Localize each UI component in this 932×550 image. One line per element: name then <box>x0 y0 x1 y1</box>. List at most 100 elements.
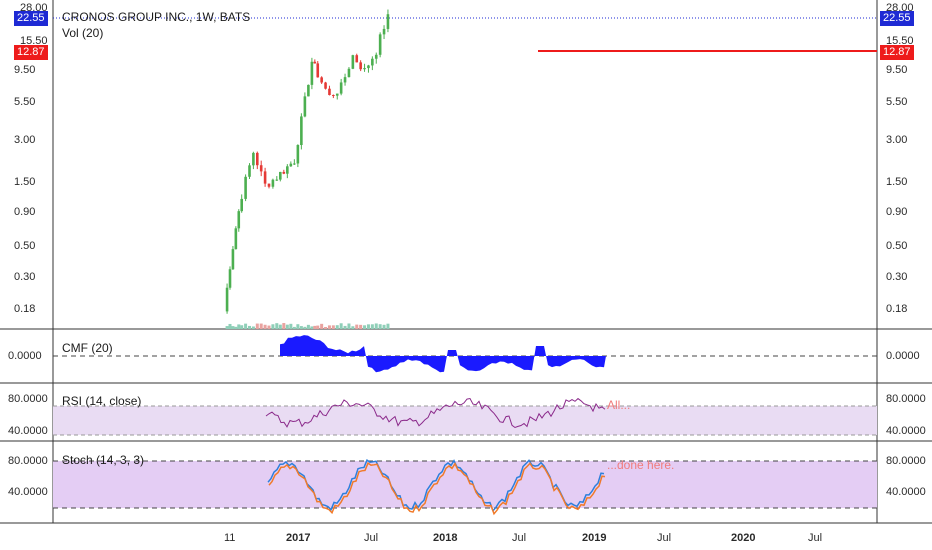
last-price-badge-left: 22.55 <box>14 11 48 26</box>
rsi-left-label-40: 40.0000 <box>8 425 48 437</box>
cmf-title[interactable]: CMF (20) <box>62 341 113 355</box>
candle-body <box>303 96 307 117</box>
candle-body <box>355 55 359 63</box>
candle-body <box>234 228 238 250</box>
volume-bar <box>327 325 331 329</box>
candle-body <box>335 93 339 96</box>
volume-bar <box>335 325 339 329</box>
left-price-label: 9.50 <box>14 64 36 76</box>
left-price-label: 0.18 <box>14 303 36 315</box>
candle-body <box>296 145 300 164</box>
left-price-label: 0.90 <box>14 206 36 218</box>
volume-bar <box>306 324 310 329</box>
stoch-annotation[interactable]: ...done here. <box>607 458 675 472</box>
rsi-left-label-80: 80.0000 <box>8 393 48 405</box>
candle-body <box>267 183 271 187</box>
candle-body <box>228 269 232 288</box>
left-price-label: 15.50 <box>20 35 48 47</box>
candle-body <box>307 84 310 97</box>
volume-bar <box>351 326 355 329</box>
candle-body <box>231 249 235 270</box>
right-price-label: 0.30 <box>886 271 908 283</box>
time-label: Jul <box>657 532 672 544</box>
volume-bar <box>225 326 229 329</box>
candle-body <box>286 166 289 174</box>
rsi-annotation[interactable]: All... <box>607 398 631 412</box>
left-price-label: 5.50 <box>14 96 36 108</box>
volume-bar <box>275 323 279 329</box>
time-label: 2020 <box>731 532 756 544</box>
volume-bar <box>292 326 296 329</box>
candle-body <box>225 287 229 312</box>
stoch-right-label-80: 80.0000 <box>886 455 926 467</box>
candle-body <box>256 152 259 166</box>
volume-bar <box>386 323 390 329</box>
volume-bar <box>331 325 335 329</box>
candlestick-series <box>225 9 390 314</box>
cmf-right-label: 0.0000 <box>886 350 920 362</box>
volume-bar <box>378 324 382 329</box>
rsi-band <box>53 406 877 435</box>
stoch-left-label-80: 80.0000 <box>8 455 48 467</box>
candle-body <box>293 163 296 165</box>
candle-body <box>263 171 267 184</box>
volume-bar <box>231 326 235 329</box>
candle-body <box>386 14 390 29</box>
candle-body <box>374 54 378 59</box>
volume-bar <box>303 326 307 329</box>
volume-bar <box>289 323 293 329</box>
candle-body <box>300 116 303 146</box>
time-label: Jul <box>512 532 527 544</box>
stoch-title[interactable]: Stoch (14, 3, 3) <box>62 453 145 467</box>
candle-body <box>313 61 317 64</box>
candle-body <box>371 58 374 66</box>
candle-body <box>363 68 366 70</box>
candle-body <box>316 63 320 78</box>
right-price-label: 0.90 <box>886 206 908 218</box>
time-label: 2017 <box>286 532 311 544</box>
right-price-label: 0.18 <box>886 303 908 315</box>
volume-bar <box>355 324 359 329</box>
candle-body <box>324 82 327 89</box>
volume-bar <box>366 324 370 329</box>
volume-bar <box>324 326 328 329</box>
rsi-right-label-40: 40.0000 <box>886 425 926 437</box>
time-label: 2018 <box>433 532 458 544</box>
right-price-label: 1.50 <box>886 176 908 188</box>
volume-bar <box>282 323 286 329</box>
candle-body <box>240 198 243 212</box>
left-price-label: 0.30 <box>14 271 36 283</box>
stoch-left-label-40: 40.0000 <box>8 486 48 498</box>
time-label: 11 <box>224 532 236 544</box>
line-price-badge-right: 12.87 <box>880 45 914 60</box>
volume-bar <box>370 324 374 329</box>
candle-body <box>259 165 263 172</box>
volume-bar <box>359 324 363 329</box>
rsi-title[interactable]: RSI (14, close) <box>62 394 142 408</box>
candle-body <box>332 95 335 97</box>
candle-body <box>279 171 282 180</box>
left-price-label: 1.50 <box>14 176 36 188</box>
time-label: Jul <box>364 532 379 544</box>
last-price-badge-right: 22.55 <box>880 11 914 26</box>
candle-body <box>367 65 370 69</box>
volume-bar <box>278 324 282 329</box>
volume-bar <box>316 325 320 329</box>
volume-bar <box>339 323 343 329</box>
candle-body <box>343 77 347 83</box>
cmf-left-label: 0.0000 <box>8 350 42 362</box>
volume-bar <box>363 325 367 329</box>
volume-bar <box>259 323 263 329</box>
right-price-label: 5.50 <box>886 96 908 108</box>
cmf-area <box>280 335 606 373</box>
right-price-label: 0.50 <box>886 240 908 252</box>
candle-body <box>275 179 279 181</box>
volume-bar <box>374 323 378 329</box>
left-price-label: 3.00 <box>14 134 36 146</box>
candle-body <box>347 68 351 78</box>
candle-body <box>289 163 293 167</box>
volume-bar <box>240 325 244 329</box>
